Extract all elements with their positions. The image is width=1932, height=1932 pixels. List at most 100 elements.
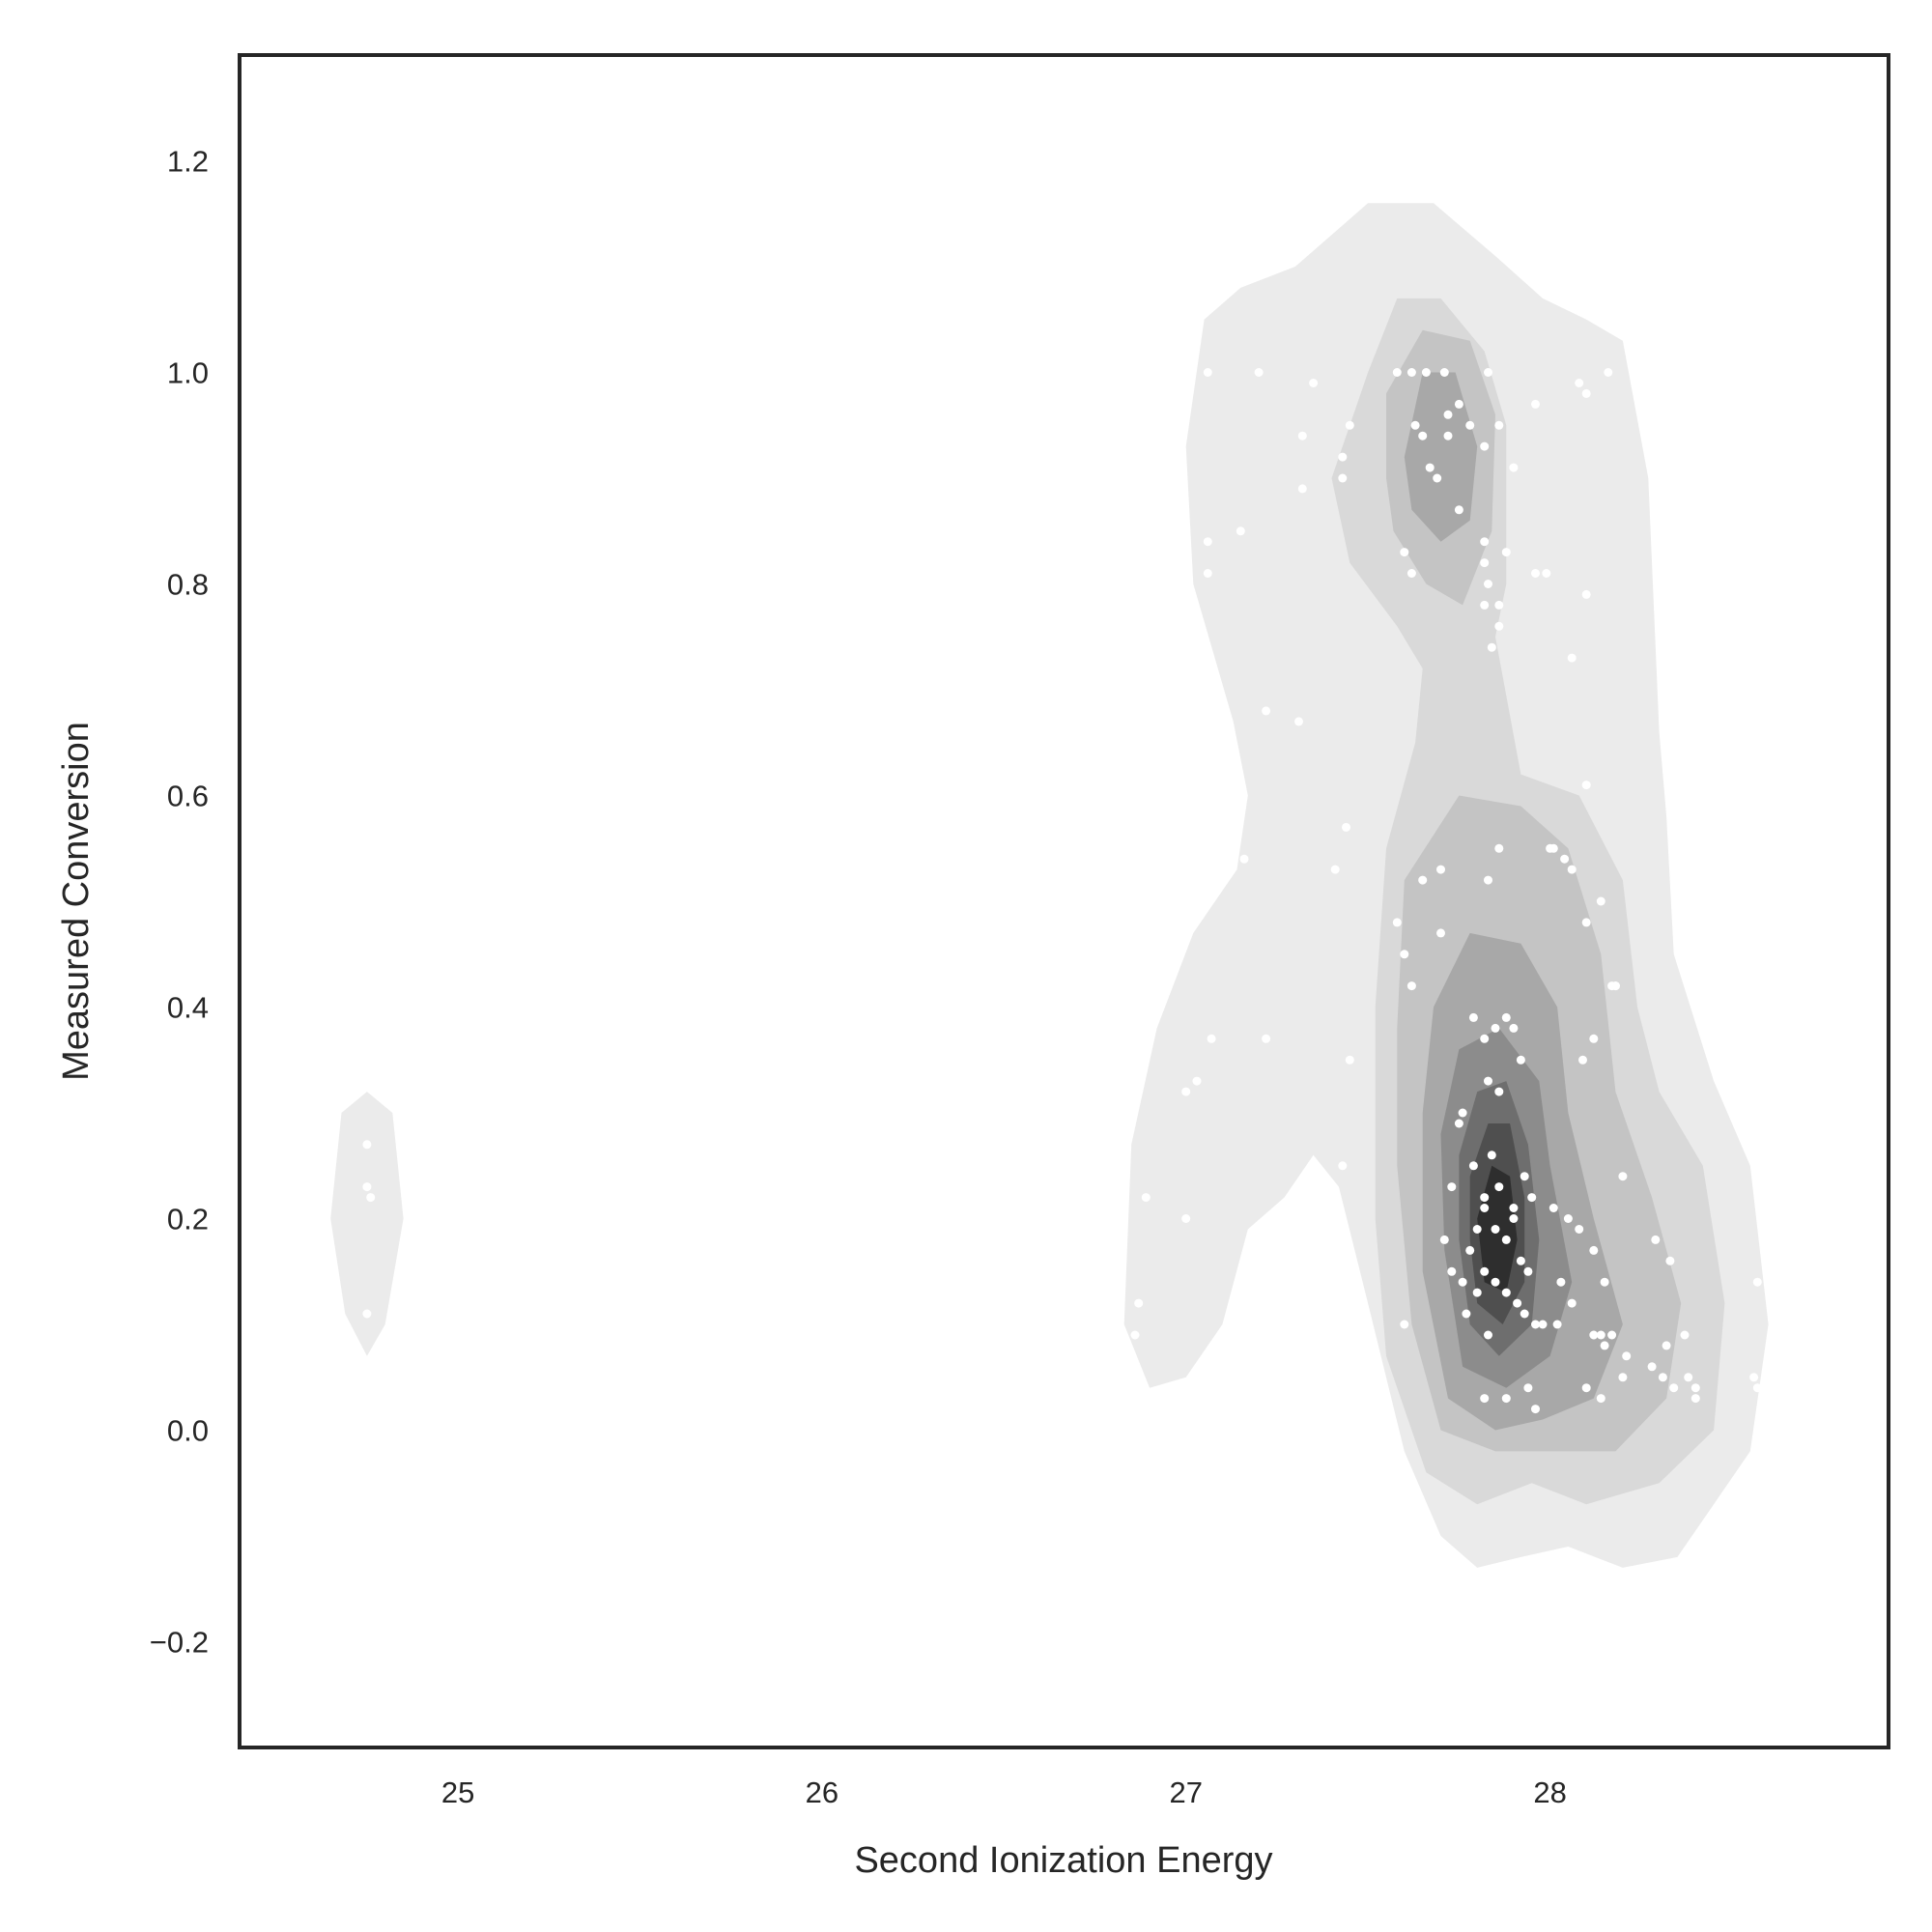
data-point [1662,1341,1671,1350]
data-point [1520,1309,1529,1319]
data-point [1494,843,1504,853]
data-point [1578,1055,1587,1065]
density-contour-level-4-region-1 [1404,372,1478,542]
data-point [1468,1012,1478,1022]
y-tick-label: 0.4 [167,991,209,1025]
data-point [1454,1119,1463,1128]
data-point [1607,1330,1617,1340]
data-point [1523,1266,1533,1276]
data-point [1538,1320,1548,1329]
data-point [1181,1087,1191,1096]
data-point [1345,420,1354,430]
y-axis-ticks: −0.2 0.0 0.2 0.4 0.6 0.8 1.0 1.2 [150,145,209,1660]
data-point [1400,1320,1409,1329]
data-point [1392,368,1402,377]
data-point [1600,1341,1609,1350]
y-tick-label: 0.2 [167,1203,209,1236]
y-tick-label: 1.0 [167,356,209,390]
data-point [1690,1383,1700,1393]
data-point [1181,1214,1191,1223]
data-point [1436,928,1445,938]
data-point [1309,379,1319,387]
data-point [1542,569,1551,578]
data-point [1581,589,1591,599]
y-tick-label: −0.2 [150,1626,209,1660]
data-point [1509,1204,1519,1212]
data-point [1665,1256,1675,1265]
data-point [1458,1277,1467,1287]
data-point [1443,410,1453,419]
data-point [1548,843,1558,853]
data-point [1589,1330,1599,1340]
x-tick-label: 27 [1169,1776,1202,1809]
data-point [1484,368,1492,377]
data-point [1425,463,1435,472]
data-point [1262,1034,1271,1043]
data-point [1400,548,1409,557]
x-axis-label: Second Ionization Energy [854,1840,1272,1881]
data-point [1480,1034,1490,1043]
y-tick-label: 1.2 [167,145,209,179]
data-point [1552,1320,1562,1329]
data-point [1501,1235,1511,1244]
x-axis-ticks: 25 26 27 28 [441,1776,1567,1809]
data-point [1207,1034,1216,1043]
data-point [1141,1193,1151,1203]
data-point [1491,1277,1500,1287]
data-point [1330,865,1340,874]
data-point [1581,918,1591,927]
data-point [362,1182,372,1192]
x-tick-label: 28 [1533,1776,1566,1809]
data-point [1531,1320,1540,1329]
data-point [1236,526,1245,536]
y-tick-label: 0.6 [167,780,209,813]
data-point [1749,1373,1759,1382]
data-point [366,1193,376,1203]
data-point [1548,1204,1558,1212]
data-point [1618,1373,1628,1382]
data-point [1462,1309,1471,1319]
data-point [1596,1394,1605,1404]
data-point [1491,1225,1500,1234]
data-point [1480,558,1490,568]
data-point [1494,621,1504,631]
data-point [1262,706,1271,716]
data-point [1501,548,1511,557]
data-point [1501,1394,1511,1404]
data-point [1345,1055,1354,1065]
data-point [1439,368,1449,377]
data-point [1600,1277,1609,1287]
data-point [1684,1373,1693,1382]
data-point [1647,1362,1657,1372]
data-point [1392,918,1402,927]
data-point [1690,1394,1700,1404]
data-point [1604,368,1613,377]
data-point [1567,865,1577,874]
data-point [1480,600,1490,610]
x-tick-label: 25 [441,1776,474,1809]
data-point [1447,1182,1457,1192]
data-point [1458,1108,1467,1118]
data-point [1487,642,1496,652]
data-point [1589,1245,1599,1255]
data-point [1596,896,1605,906]
data-point [1239,854,1249,864]
data-point [1581,781,1591,790]
data-point [1501,1012,1511,1022]
data-point [1294,717,1303,726]
data-point [1596,1330,1605,1340]
data-point [1472,1225,1482,1234]
data-point [1658,1373,1667,1382]
data-point [1421,368,1431,377]
data-point [1509,1023,1519,1033]
data-point [1454,505,1463,515]
data-point [1465,420,1475,430]
data-point [1130,1330,1140,1340]
data-point [1567,653,1577,663]
data-point [1527,1193,1537,1203]
data-point [1439,1235,1449,1244]
data-point [1406,981,1416,991]
data-point [1297,484,1307,494]
data-point [1480,1266,1490,1276]
